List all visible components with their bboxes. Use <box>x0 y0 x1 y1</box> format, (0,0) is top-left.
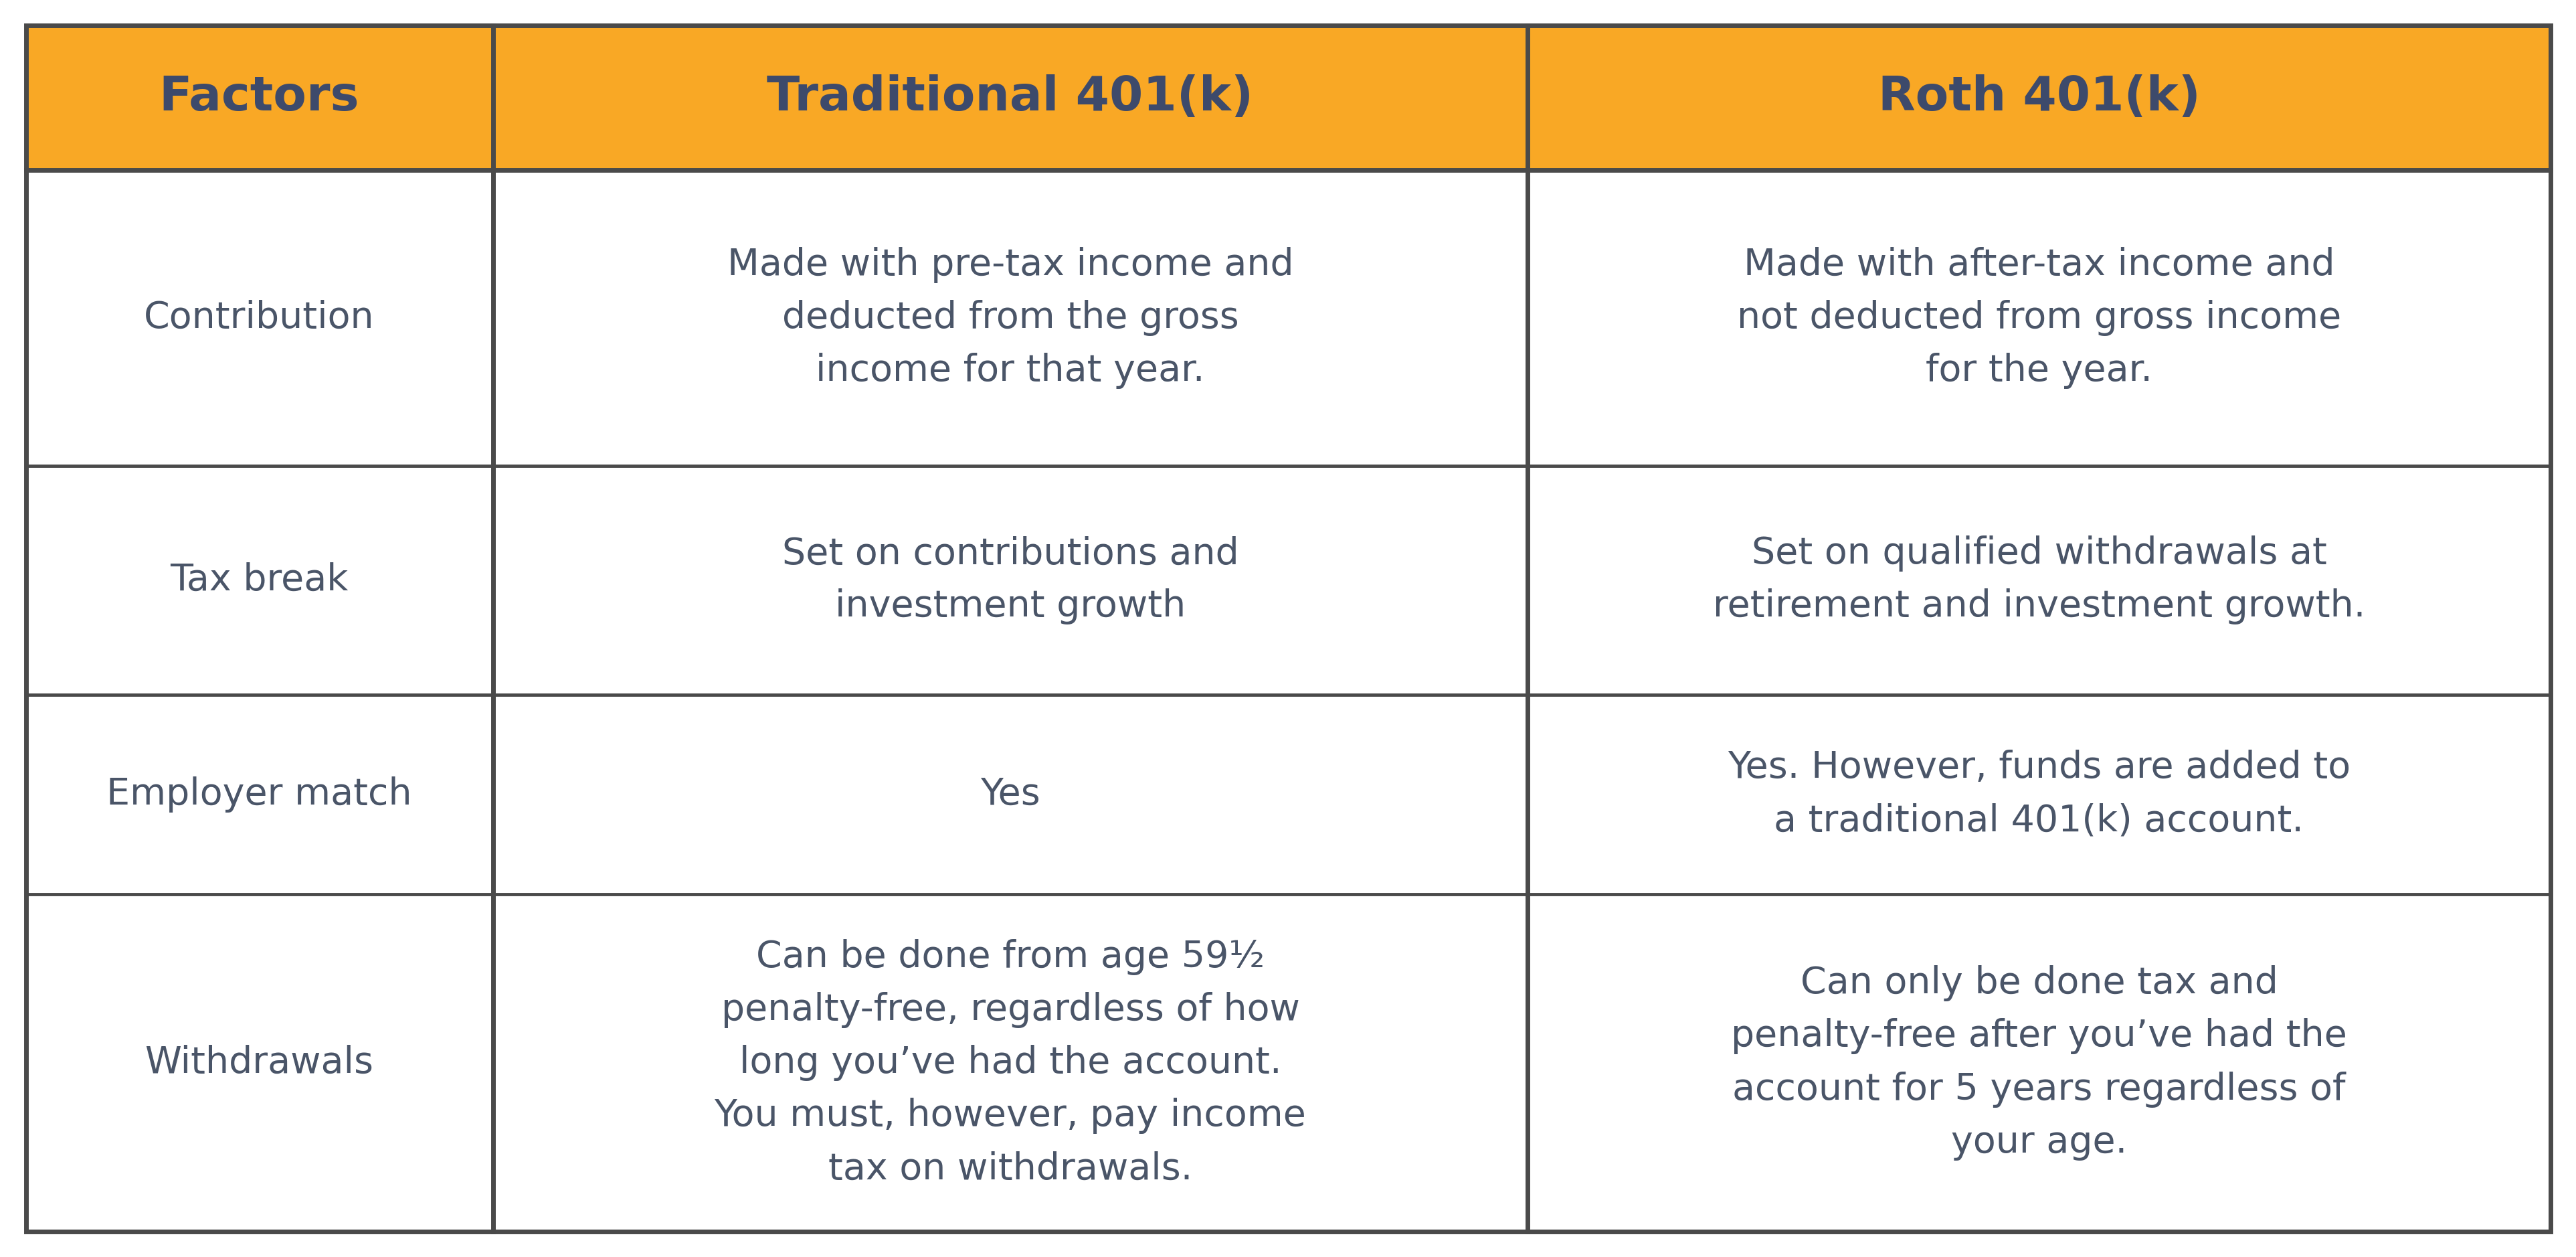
Text: Yes: Yes <box>981 777 1041 812</box>
Text: Can only be done tax and
penalty-free after you’ve had the
account for 5 years r: Can only be done tax and penalty-free af… <box>1731 965 2347 1160</box>
Bar <box>1528 25 2550 170</box>
Bar <box>492 894 1528 1232</box>
Bar <box>492 25 1528 170</box>
Bar <box>26 894 492 1232</box>
Text: Can be done from age 59½
penalty-free, regardless of how
long you’ve had the acc: Can be done from age 59½ penalty-free, r… <box>714 939 1306 1187</box>
Bar <box>26 695 492 894</box>
Bar <box>1528 894 2550 1232</box>
Bar <box>1528 465 2550 695</box>
Bar <box>492 465 1528 695</box>
Bar <box>1528 695 2550 894</box>
Text: Roth 401(k): Roth 401(k) <box>1878 74 2200 121</box>
Bar <box>1528 170 2550 465</box>
Text: Set on contributions and
investment growth: Set on contributions and investment grow… <box>783 535 1239 625</box>
Bar <box>492 695 1528 894</box>
Text: Employer match: Employer match <box>106 777 412 812</box>
Bar <box>26 465 492 695</box>
Text: Made with pre-tax income and
deducted from the gross
income for that year.: Made with pre-tax income and deducted fr… <box>726 246 1293 388</box>
Text: Withdrawals: Withdrawals <box>144 1045 374 1081</box>
Text: Traditional 401(k): Traditional 401(k) <box>768 74 1255 121</box>
Text: Set on qualified withdrawals at
retirement and investment growth.: Set on qualified withdrawals at retireme… <box>1713 535 2365 625</box>
Text: Factors: Factors <box>160 74 361 121</box>
Bar <box>492 170 1528 465</box>
Text: Tax break: Tax break <box>170 562 348 598</box>
Bar <box>26 25 492 170</box>
Bar <box>26 170 492 465</box>
Text: Yes. However, funds are added to
a traditional 401(k) account.: Yes. However, funds are added to a tradi… <box>1728 750 2349 838</box>
Text: Made with after-tax income and
not deducted from gross income
for the year.: Made with after-tax income and not deduc… <box>1736 246 2342 388</box>
Text: Contribution: Contribution <box>144 299 374 336</box>
